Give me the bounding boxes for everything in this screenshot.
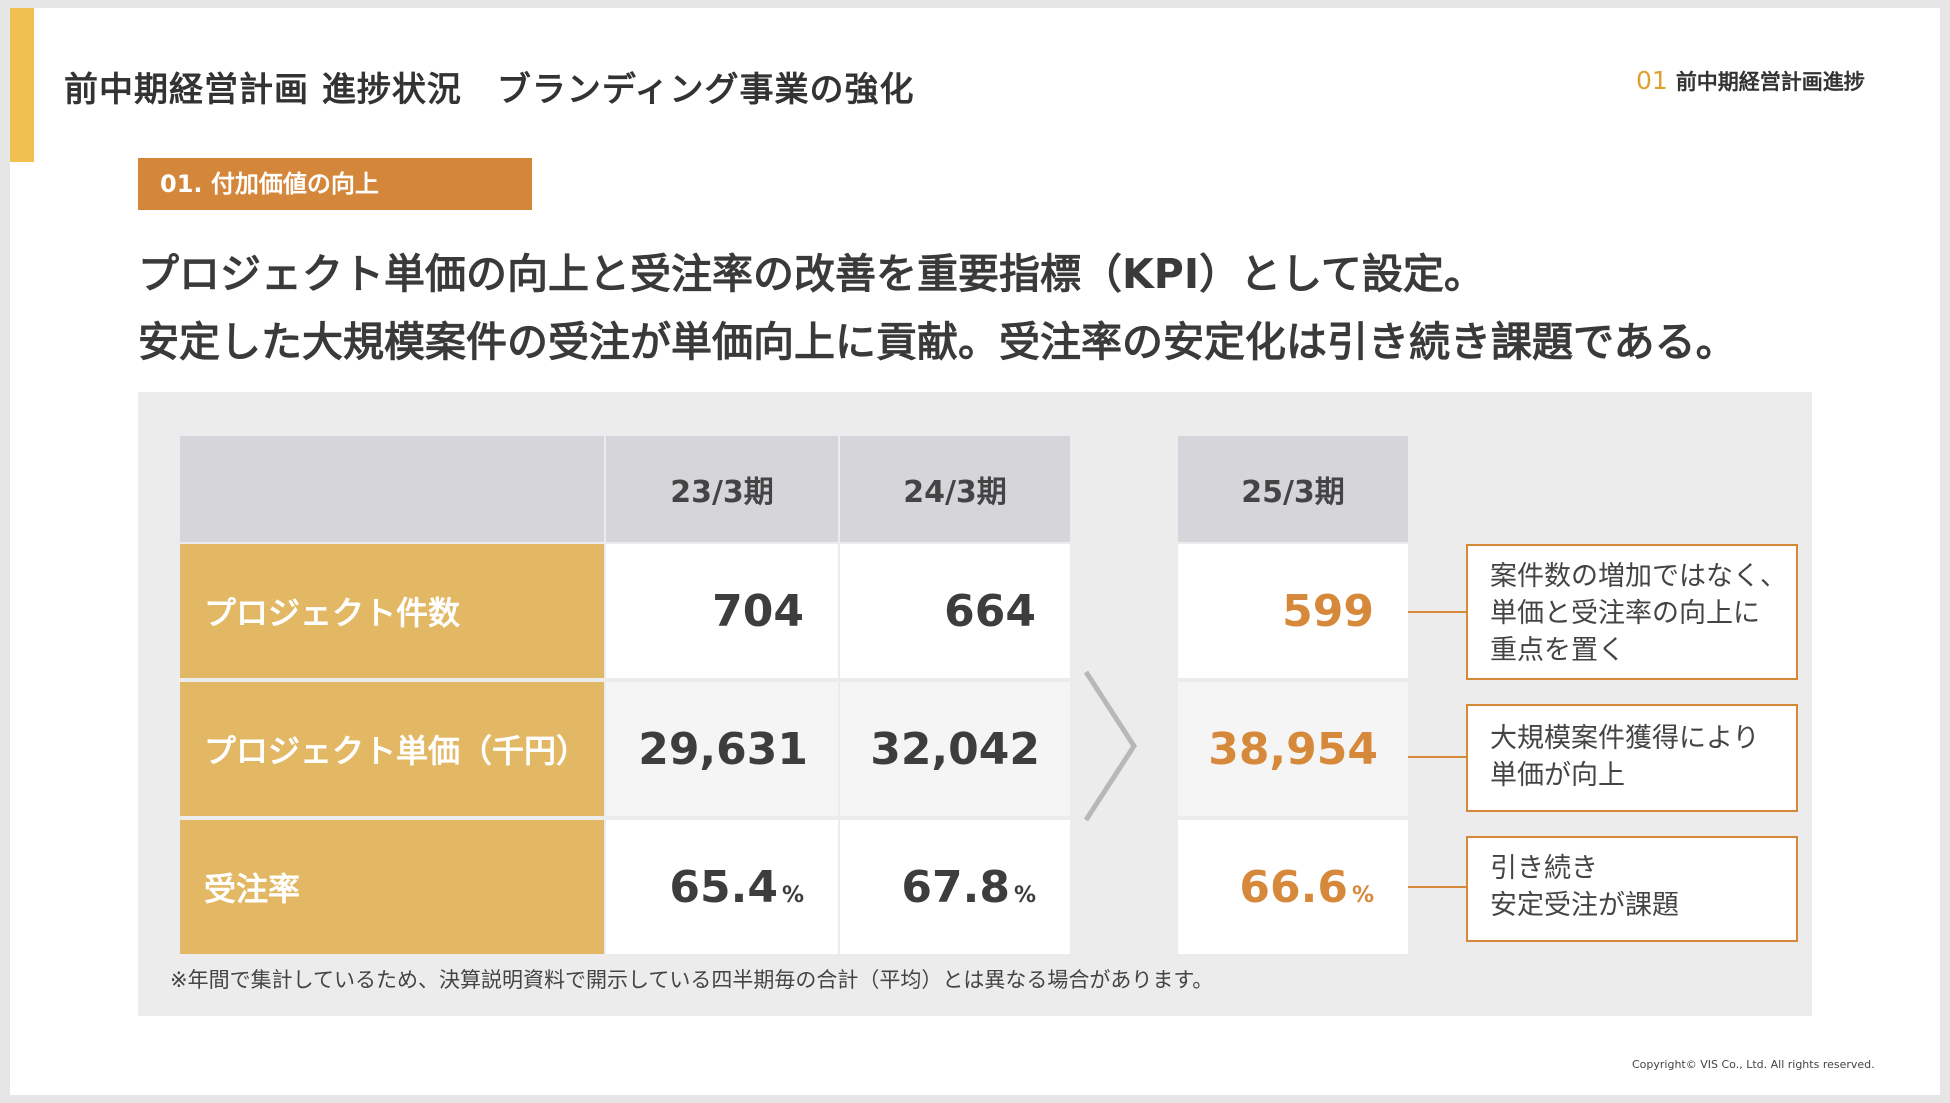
page-title: 前中期経営計画 進捗状況 ブランディング事業の強化 [64, 70, 915, 110]
note-line: 単価と受注率の向上に [1490, 598, 1760, 629]
value-text: 599 [1282, 585, 1374, 637]
note-line: 単価が向上 [1490, 760, 1625, 791]
footnote: ※年間で集計しているため、決算説明資料で開示している四半期毎の合計（平均）とは異… [170, 968, 1214, 992]
note-box-unit-price: 大規模案件獲得により 単価が向上 [1466, 704, 1798, 812]
note-line: 安定受注が課題 [1490, 890, 1679, 921]
value-order-rate-24: 67.8% [840, 820, 1070, 954]
value-project-count-23: 704 [606, 544, 838, 678]
value-project-count-24: 664 [840, 544, 1070, 678]
section-label: 前中期経営計画進捗 [1675, 70, 1865, 94]
column-header-24: 24/3期 [840, 436, 1070, 542]
value-project-count-25: 599 [1178, 544, 1408, 678]
kpi-panel: 23/3期 24/3期 25/3期 プロジェクト件数 704 664 599 プ… [138, 392, 1812, 1016]
value-order-rate-23: 65.4% [606, 820, 838, 954]
subsection-heading: 01. 付加価値の向上 [138, 158, 532, 210]
connector-line [1408, 756, 1466, 758]
percent-unit: % [1351, 882, 1374, 908]
headline: プロジェクト単価の向上と受注率の改善を重要指標（KPI）として設定。 安定した大… [138, 240, 1737, 376]
connector-line [1408, 886, 1466, 888]
table-header-blank [180, 436, 604, 542]
value-text: 32,042 [870, 723, 1040, 775]
value-text: 66.6 [1239, 861, 1348, 913]
column-header-25: 25/3期 [1178, 436, 1408, 542]
row-label-order-rate: 受注率 [180, 820, 604, 954]
value-text: 38,954 [1208, 723, 1378, 775]
note-line: 案件数の増加ではなく、 [1490, 561, 1787, 592]
connector-line [1408, 611, 1466, 613]
slide: 前中期経営計画 進捗状況 ブランディング事業の強化 01 前中期経営計画進捗 01… [10, 8, 1940, 1095]
row-label-project-unit-price: プロジェクト単価（千円） [180, 682, 604, 816]
section-tag: 01 前中期経営計画進捗 [1636, 66, 1865, 96]
headline-line-2: 安定した大規模案件の受注が単価向上に貢献。受注率の安定化は引き続き課題である。 [138, 318, 1737, 366]
percent-unit: % [1013, 882, 1036, 908]
section-number: 01 [1636, 66, 1668, 95]
value-unit-price-24: 32,042 [840, 682, 1070, 816]
chevron-right-icon [1083, 670, 1137, 822]
note-line: 大規模案件獲得により [1490, 723, 1760, 754]
column-header-23: 23/3期 [606, 436, 838, 542]
copyright: Copyright© VIS Co., Ltd. All rights rese… [1632, 1058, 1875, 1071]
headline-line-1: プロジェクト単価の向上と受注率の改善を重要指標（KPI）として設定。 [138, 250, 1485, 298]
value-order-rate-25: 66.6% [1178, 820, 1408, 954]
value-text: 65.4 [669, 861, 778, 913]
note-box-count: 案件数の増加ではなく、 単価と受注率の向上に 重点を置く [1466, 544, 1798, 680]
accent-bar [10, 8, 34, 162]
percent-unit: % [781, 882, 804, 908]
value-unit-price-25: 38,954 [1178, 682, 1408, 816]
value-text: 704 [712, 585, 804, 637]
value-text: 29,631 [638, 723, 808, 775]
value-text: 67.8 [901, 861, 1010, 913]
note-box-order-rate: 引き続き 安定受注が課題 [1466, 836, 1798, 942]
row-label-project-count: プロジェクト件数 [180, 544, 604, 678]
value-text: 664 [944, 585, 1036, 637]
value-unit-price-23: 29,631 [606, 682, 838, 816]
note-line: 重点を置く [1490, 635, 1625, 666]
note-line: 引き続き [1490, 853, 1598, 884]
